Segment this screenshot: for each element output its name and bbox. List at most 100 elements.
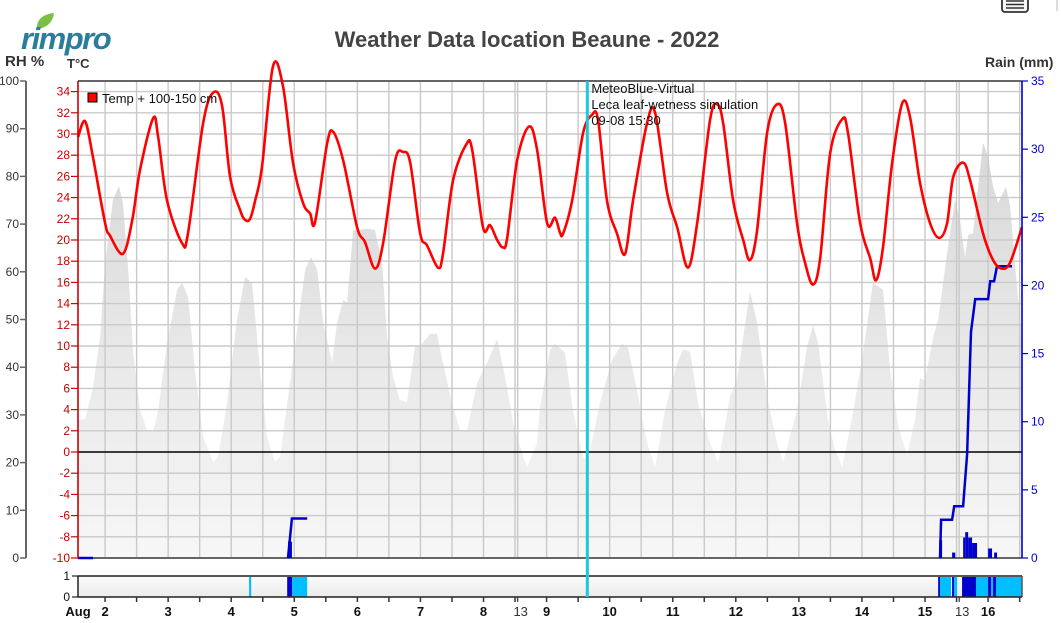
rain-bar — [994, 552, 998, 558]
plot-frame — [78, 80, 1022, 559]
leaf-wetness-wet — [954, 576, 958, 597]
temp-tick-label: -8 — [59, 530, 70, 544]
rain-bar — [963, 537, 966, 558]
menu-button[interactable] — [1001, 0, 1029, 13]
temp-tick-label: 22 — [57, 212, 71, 226]
rain-tick-label: 15 — [1031, 347, 1045, 361]
leaf-wetness-wet — [995, 576, 1022, 597]
leaf-wetness-wet — [249, 576, 252, 597]
x-day-label: 8 — [480, 604, 487, 619]
rain-bar — [988, 548, 993, 558]
rh-tick-label: 30 — [6, 408, 20, 422]
x-day-label: 2 — [101, 604, 108, 619]
x-day-label: 5 — [291, 604, 298, 619]
temp-tick-label: -6 — [59, 509, 70, 523]
rh-tick-label: 0 — [12, 551, 19, 565]
x-day-label: 6 — [354, 604, 361, 619]
temp-tick-label: 8 — [63, 360, 70, 374]
temp-tick-label: 32 — [57, 106, 71, 120]
strip-tick-label: 1 — [63, 569, 70, 583]
temp-tick-label: 34 — [57, 85, 71, 99]
rain-bar — [972, 543, 978, 558]
temp-axis-title: T°C — [67, 56, 90, 71]
temperature-series — [76, 60, 1024, 286]
rain-tick-label: 25 — [1031, 210, 1045, 224]
rh-tick-label: 50 — [6, 313, 20, 327]
leaf-wetness-rain — [287, 576, 293, 597]
rain-axis-title: Rain (mm) — [985, 54, 1053, 70]
rh-area-series — [78, 143, 1022, 558]
rh-tick-label: 60 — [6, 265, 20, 279]
temp-tick-label: 10 — [57, 339, 71, 353]
strip-tick-label: 0 — [63, 590, 70, 604]
leaf-wetness-rain — [993, 576, 996, 597]
rain-bar — [952, 552, 956, 558]
rain-cumulative-series — [78, 265, 1012, 560]
leaf-wetness-rain — [952, 576, 955, 597]
leaf-wetness-rain — [962, 576, 977, 597]
temp-tick-label: 14 — [57, 297, 71, 311]
annotation-model: Leca leaf-wetness simulation — [591, 97, 758, 112]
x-day-label: 14 — [855, 604, 870, 619]
rh-tick-label: 80 — [6, 169, 20, 183]
temp-tick-label: 16 — [57, 275, 71, 289]
annotation-timestamp: 09-08 15:30 — [591, 113, 660, 128]
rain-bar — [965, 532, 969, 558]
x-day-label: 11 — [666, 604, 680, 619]
x-day-label: 13 — [792, 604, 806, 619]
x-day-label: 4 — [228, 604, 236, 619]
rh-tick-label: 40 — [6, 360, 20, 374]
rh-tick-label: 90 — [6, 122, 20, 136]
leaf-wetness-strip — [77, 575, 1023, 598]
temp-tick-label: -4 — [59, 487, 70, 501]
rimpro-logo[interactable]: rimpro — [21, 13, 112, 56]
temp-tick-label: 20 — [57, 233, 71, 247]
main-plot-area — [76, 60, 1024, 560]
x-day-label: 9 — [543, 604, 550, 619]
x-day-label: 3 — [165, 604, 172, 619]
rh-axis-title: RH % — [5, 53, 44, 70]
rh-tick-label: 10 — [6, 503, 20, 517]
temp-tick-label: 26 — [57, 169, 71, 183]
x-hour-marker-label: 13 — [513, 604, 527, 619]
hamburger-menu-icon — [1006, 0, 1024, 9]
temp-tick-label: 4 — [63, 403, 70, 417]
rh-tick-label: 70 — [6, 217, 20, 231]
leaf-wetness-intervals — [249, 576, 1022, 597]
temp-tick-label: -2 — [59, 466, 70, 480]
x-hour-marker-label: 13 — [955, 604, 969, 619]
temp-tick-label: 18 — [57, 254, 71, 268]
rain-tick-label: 0 — [1031, 551, 1038, 565]
leaf-wetness-wet — [940, 576, 952, 597]
rh-tick-label: 100 — [0, 74, 19, 88]
x-day-label: Aug — [65, 604, 90, 619]
rain-bar — [968, 537, 973, 558]
leaf-wetness-rain — [938, 576, 941, 597]
leaf-wetness-rain — [988, 576, 991, 597]
legend-swatch-temp — [87, 92, 98, 103]
cursor-annotation: MeteoBlue-Virtual Leca leaf-wetness simu… — [591, 81, 758, 128]
x-day-label: 12 — [729, 604, 743, 619]
logo-text: rimpro — [21, 21, 111, 56]
legend[interactable]: Temp + 100-150 cm — [87, 91, 217, 106]
temp-tick-label: -10 — [53, 551, 71, 565]
x-day-label: 10 — [602, 604, 616, 619]
rain-cumulative-line — [938, 265, 1012, 559]
x-day-label: 15 — [918, 604, 932, 619]
rain-tick-label: 35 — [1031, 74, 1045, 88]
temp-tick-label: 2 — [63, 424, 70, 438]
legend-label-temp[interactable]: Temp + 100-150 cm — [102, 91, 217, 106]
strip-background — [78, 576, 1022, 597]
x-day-label: 7 — [417, 604, 424, 619]
temp-tick-label: 24 — [57, 191, 71, 205]
temperature-line[interactable] — [76, 60, 1024, 286]
leaf-wetness-wet — [990, 576, 994, 597]
leaf-wetness-wet — [976, 576, 989, 597]
temp-tick-label: 6 — [63, 381, 70, 395]
temp-tick-label: 12 — [57, 318, 71, 332]
axes: 0102030405060708090100-10-8-6-4-20246810… — [0, 74, 1045, 604]
rh-tick-label: 20 — [6, 456, 20, 470]
leaf-icon — [36, 13, 54, 29]
rain-cumulative-line — [286, 517, 308, 559]
